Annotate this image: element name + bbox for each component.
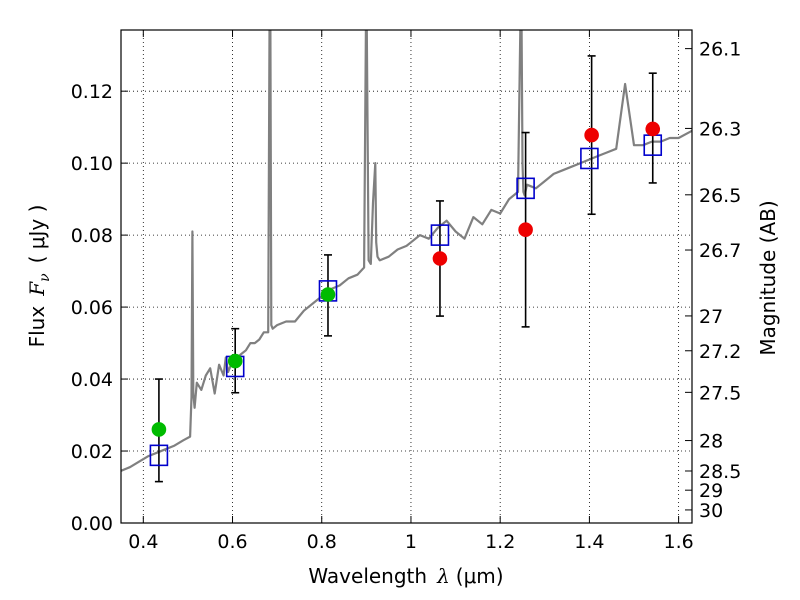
y2-tick-label: 30 xyxy=(699,500,723,522)
model-photometry-square xyxy=(149,444,169,467)
y-axis-label-unit: ( μJy ) xyxy=(25,205,49,264)
y2-tick-label: 26.5 xyxy=(699,185,741,207)
nir-detection-point xyxy=(518,222,533,238)
y2-tick-label: 29 xyxy=(699,480,723,502)
nir-detection-point xyxy=(432,251,448,266)
y2-tick-label: 27 xyxy=(699,306,723,328)
model-photometry-square xyxy=(580,147,599,170)
x-tick-label: 1.2 xyxy=(485,531,515,553)
model-spectrum-layer xyxy=(121,30,692,472)
y-tick-label: 0.00 xyxy=(71,513,113,535)
y2-tick-label: 28 xyxy=(699,431,723,453)
y-axis-label-subscript: ν xyxy=(37,273,53,282)
y-axis-label-symbol: F xyxy=(25,281,49,297)
marker-layer xyxy=(149,121,663,467)
y-tick-label: 0.08 xyxy=(71,225,113,247)
x-tick-label: 1.6 xyxy=(664,531,694,553)
x-tick-label: 1 xyxy=(405,531,417,553)
model-photometry-square xyxy=(430,224,450,246)
y-axis-label: Flux Fν ( μJy ) xyxy=(25,205,53,348)
y-tick-label: 0.04 xyxy=(71,369,113,391)
y2-tick-label: 27.5 xyxy=(699,382,741,404)
y2-tick-label: 26.3 xyxy=(699,118,741,140)
y-tick-label: 0.10 xyxy=(71,153,113,175)
x-axis-label-unit: (μm) xyxy=(456,564,504,588)
axis-ticks: 0.4 0.6 0.8 1 1.2 1.4 1.6 0.00 0.02 0.04 0.06 0.08 0… xyxy=(71,30,741,553)
y2-tick-label: 26.1 xyxy=(699,39,741,61)
nir-detection-point xyxy=(645,121,661,137)
errorbar-layer xyxy=(154,55,657,483)
model-photometry-square xyxy=(516,177,535,200)
y-tick-label: 0.06 xyxy=(71,297,113,319)
optical-detection-point xyxy=(320,287,336,302)
y-tick-label: 0.12 xyxy=(71,81,113,103)
x-tick-label: 0.6 xyxy=(217,531,247,553)
grid xyxy=(121,30,692,524)
y2-tick-label: 27.2 xyxy=(699,341,741,363)
y2-axis-label: Magnitude (AB) xyxy=(756,200,780,355)
x-axis-label-symbol: λ xyxy=(436,564,450,588)
x-tick-label: 1.4 xyxy=(574,531,604,553)
nir-detection-point xyxy=(584,127,599,143)
y-axis-label-prefix: Flux xyxy=(25,306,49,348)
x-tick-label: 0.4 xyxy=(128,531,158,553)
x-axis-label-prefix: Wavelength xyxy=(308,564,427,588)
x-tick-label: 0.8 xyxy=(307,531,337,553)
plot-frame xyxy=(120,29,693,524)
model-spectrum-line xyxy=(121,30,692,472)
optical-detection-point xyxy=(151,422,167,437)
optical-detection-point xyxy=(227,353,243,369)
x-axis-label: Wavelength λ (μm) xyxy=(308,564,503,588)
y2-tick-label: 26.7 xyxy=(699,240,741,262)
y2-tick-label: 28.5 xyxy=(699,461,741,483)
y-tick-label: 0.02 xyxy=(71,441,113,463)
